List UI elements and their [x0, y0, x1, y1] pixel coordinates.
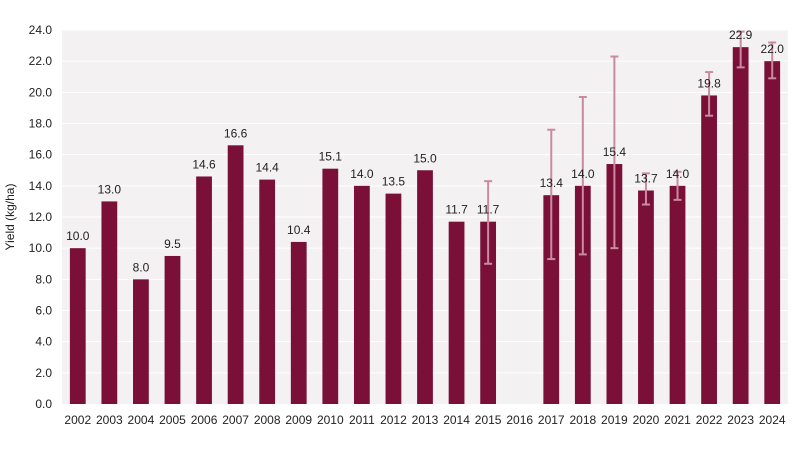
data-label: 11.7 — [445, 203, 468, 217]
y-axis-title: Yield (kg/ha) — [3, 184, 17, 251]
x-tick-label: 2015 — [475, 413, 502, 427]
y-tick-label: 6.0 — [35, 304, 52, 318]
y-tick-label: 10.0 — [29, 241, 53, 255]
data-label: 15.0 — [413, 151, 437, 165]
bar — [385, 193, 402, 404]
bar — [290, 241, 307, 404]
x-tick-label: 2017 — [538, 413, 565, 427]
data-label: 9.5 — [164, 237, 181, 251]
x-tick-label: 2008 — [254, 413, 281, 427]
x-tick-label: 2024 — [759, 413, 786, 427]
bar — [69, 248, 86, 404]
data-label: 8.0 — [133, 260, 150, 274]
x-tick-label: 2018 — [569, 413, 596, 427]
data-label: 13.0 — [98, 182, 122, 196]
bar — [574, 185, 591, 404]
y-tick-label: 12.0 — [29, 210, 53, 224]
data-labels: 10.0 13.0 8.0 9.5 14.6 16.6 14.4 10.4 15.1 14.0 13… — [66, 28, 784, 274]
x-tick-label: 2016 — [506, 413, 533, 427]
x-tick-label: 2011 — [349, 413, 375, 427]
x-tick-label: 2005 — [159, 413, 186, 427]
x-tick-label: 2003 — [96, 413, 123, 427]
data-label: 11.7 — [477, 203, 500, 217]
y-tick-label: 4.0 — [35, 335, 52, 349]
y-tick-label: 16.0 — [29, 148, 53, 162]
x-tick-label: 2020 — [633, 413, 660, 427]
x-tick-label: 2004 — [128, 413, 155, 427]
data-label: 15.4 — [603, 145, 627, 159]
data-label: 16.6 — [224, 126, 248, 140]
y-tick-label: 8.0 — [35, 272, 52, 286]
bar — [133, 279, 149, 404]
x-tick-label: 2023 — [727, 413, 754, 427]
bar — [196, 176, 212, 404]
bar — [322, 168, 339, 404]
bar — [669, 185, 686, 404]
error-bar — [768, 41, 777, 80]
data-label: 14.0 — [350, 167, 374, 181]
bar — [353, 185, 370, 404]
bar — [480, 221, 497, 404]
x-tick-label: 2002 — [64, 413, 91, 427]
error-bar — [610, 55, 619, 250]
y-tick-label: 20.0 — [29, 85, 53, 99]
data-label: 15.1 — [319, 150, 343, 164]
bar — [417, 170, 433, 404]
y-tick-label: 18.0 — [29, 117, 53, 131]
bar — [701, 95, 717, 404]
bar — [764, 61, 781, 405]
y-tick-label: 2.0 — [35, 366, 52, 380]
error-bar — [705, 71, 714, 117]
data-label: 14.0 — [666, 167, 690, 181]
data-label: 13.7 — [634, 172, 658, 186]
error-bar — [578, 96, 587, 256]
error-bar — [547, 128, 556, 261]
y-axis-tick-labels: 0.0 2.0 4.0 6.0 8.0 10.0 12.0 14.0 16.0 18.0 20.0 2… — [29, 23, 53, 411]
data-label: 22.9 — [729, 28, 753, 42]
x-tick-label: 2007 — [222, 413, 249, 427]
error-bar — [673, 170, 682, 201]
y-tick-label: 14.0 — [29, 179, 53, 193]
y-tick-label: 22.0 — [29, 54, 53, 68]
error-bar — [484, 180, 493, 265]
y-tick-label: 24.0 — [29, 23, 53, 37]
data-label: 10.4 — [287, 223, 311, 237]
data-label: 14.0 — [571, 167, 595, 181]
x-axis-tick-labels: 2002 2003 2004 2005 2006 2007 2008 2009 2010 2011… — [64, 413, 785, 427]
bar — [227, 145, 244, 405]
x-tick-label: 2006 — [191, 413, 218, 427]
x-tick-label: 2022 — [696, 413, 723, 427]
data-label: 13.4 — [540, 176, 564, 190]
x-tick-label: 2021 — [664, 413, 691, 427]
data-label: 14.4 — [255, 161, 279, 175]
data-label: 10.0 — [66, 229, 90, 243]
bar — [101, 201, 118, 404]
error-bars — [484, 30, 777, 265]
data-label: 22.0 — [761, 42, 785, 56]
x-tick-label: 2013 — [412, 413, 439, 427]
bar — [543, 195, 560, 404]
bar — [638, 190, 654, 404]
bar — [732, 47, 749, 405]
data-label: 13.5 — [382, 175, 406, 189]
bars — [69, 47, 781, 405]
error-bar — [641, 172, 650, 206]
x-tick-label: 2012 — [380, 413, 407, 427]
bar — [448, 221, 465, 404]
bar — [259, 179, 276, 404]
x-tick-label: 2019 — [601, 413, 628, 427]
bar — [164, 255, 181, 404]
x-tick-label: 2014 — [443, 413, 470, 427]
bar — [606, 164, 623, 404]
data-label: 19.8 — [697, 76, 721, 90]
y-tick-label: 0.0 — [35, 397, 52, 411]
x-tick-label: 2009 — [285, 413, 312, 427]
error-bar — [736, 30, 745, 69]
data-label: 14.6 — [192, 157, 216, 171]
x-tick-label: 2010 — [317, 413, 344, 427]
